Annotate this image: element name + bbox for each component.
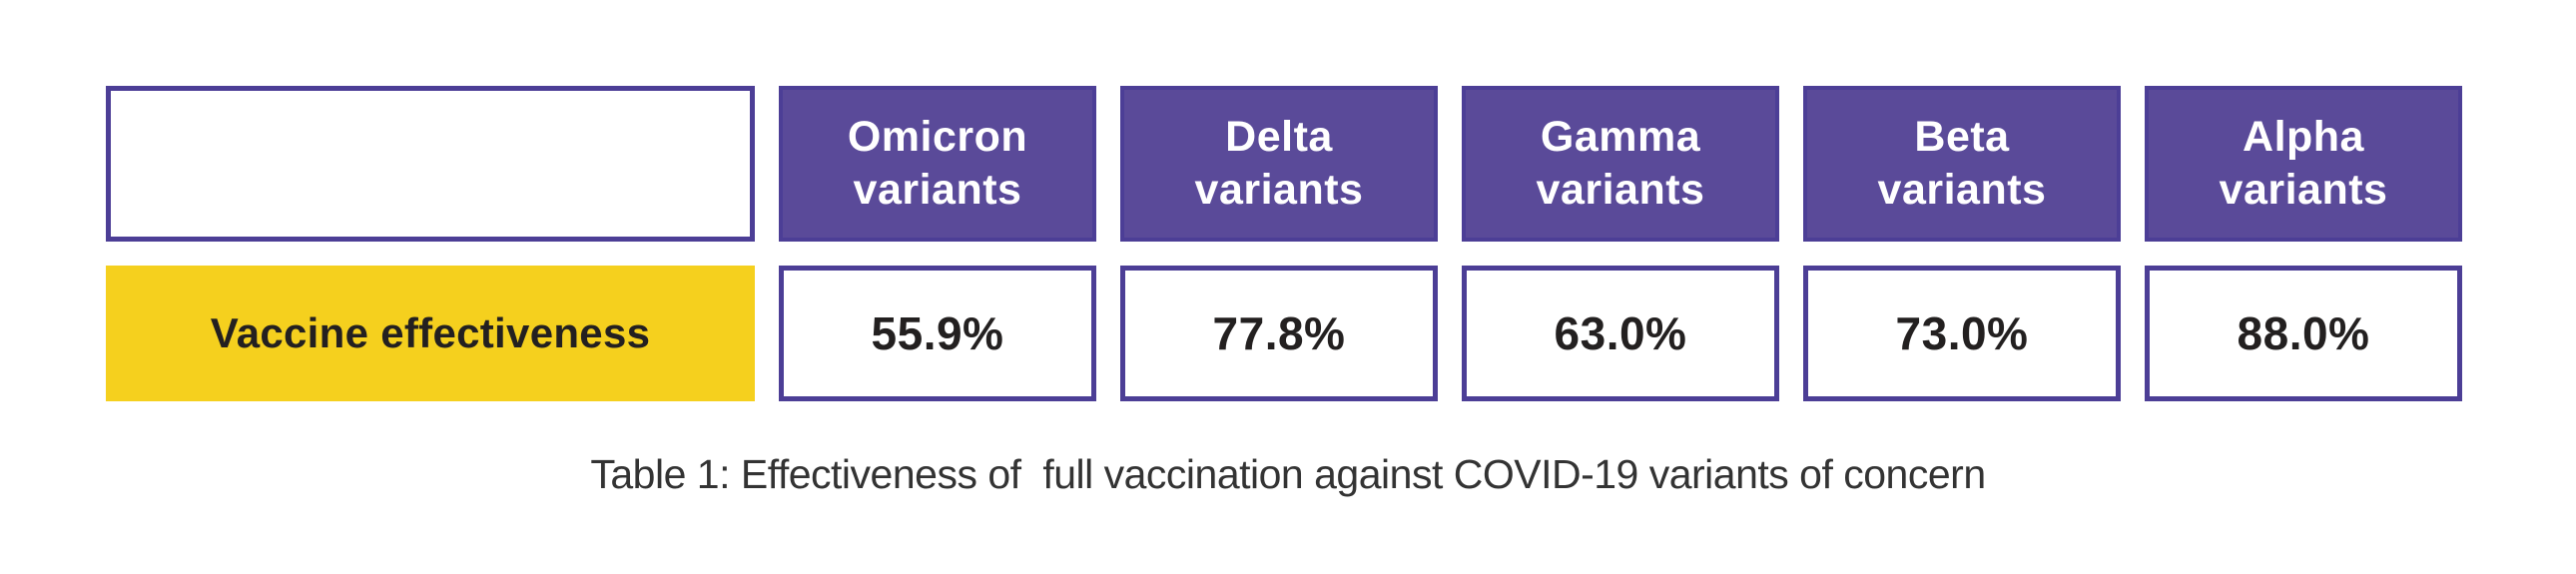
variant-suffix: variants [1877, 166, 2047, 214]
header-cell-alpha: Alpha variants [2145, 86, 2462, 242]
value-cell-alpha: 88.0% [2145, 266, 2462, 401]
variant-name: Delta [1225, 112, 1333, 161]
variant-name: Alpha [2243, 112, 2364, 161]
value-cell-beta: 73.0% [1803, 266, 2121, 401]
header-cell-beta: Beta variants [1803, 86, 2121, 242]
variant-suffix: variants [853, 166, 1022, 214]
variant-suffix: variants [2219, 166, 2388, 214]
value-cell-gamma: 63.0% [1462, 266, 1779, 401]
header-row: Omicron variants Delta variants Gamma va… [106, 86, 2462, 242]
value-cell-delta: 77.8% [1120, 266, 1438, 401]
variant-name: Omicron [847, 112, 1028, 161]
row-label-cell: Vaccine effectiveness [106, 266, 755, 401]
variant-suffix: variants [1536, 166, 1705, 214]
header-cell-delta: Delta variants [1120, 86, 1438, 242]
variant-name: Gamma [1540, 112, 1701, 161]
data-row: Vaccine effectiveness 55.9% 77.8% 63.0% … [106, 266, 2462, 401]
table-caption: Table 1: Effectiveness of full vaccinati… [590, 451, 1986, 497]
vaccine-effectiveness-table: Omicron variants Delta variants Gamma va… [106, 86, 2462, 401]
corner-cell [106, 86, 755, 242]
header-cell-omicron: Omicron variants [779, 86, 1096, 242]
value-cell-omicron: 55.9% [779, 266, 1096, 401]
header-cell-gamma: Gamma variants [1462, 86, 1779, 242]
variant-suffix: variants [1194, 166, 1364, 214]
variant-name: Beta [1914, 112, 2010, 161]
